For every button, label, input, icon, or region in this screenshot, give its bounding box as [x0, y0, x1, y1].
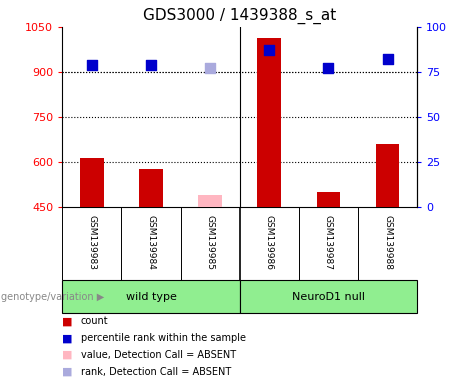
- Text: count: count: [81, 316, 108, 326]
- Text: rank, Detection Call = ABSENT: rank, Detection Call = ABSENT: [81, 367, 231, 377]
- Text: ■: ■: [62, 367, 73, 377]
- Text: GSM139983: GSM139983: [87, 215, 96, 270]
- Bar: [240, 280, 417, 313]
- Text: NeuroD1 null: NeuroD1 null: [292, 291, 365, 302]
- Text: GSM139988: GSM139988: [383, 215, 392, 270]
- Text: ■: ■: [62, 350, 73, 360]
- Point: [384, 56, 391, 63]
- Text: wild type: wild type: [125, 291, 177, 302]
- Bar: [62, 280, 240, 313]
- Bar: [376, 144, 399, 207]
- Text: GSM139984: GSM139984: [147, 215, 155, 270]
- Text: genotype/variation ▶: genotype/variation ▶: [1, 291, 104, 302]
- Text: value, Detection Call = ABSENT: value, Detection Call = ABSENT: [81, 350, 236, 360]
- Point: [207, 65, 214, 71]
- Text: GSM139985: GSM139985: [206, 215, 215, 270]
- Text: GSM139986: GSM139986: [265, 215, 274, 270]
- Text: ■: ■: [62, 316, 73, 326]
- Bar: [257, 38, 281, 207]
- Title: GDS3000 / 1439388_s_at: GDS3000 / 1439388_s_at: [143, 8, 337, 24]
- Text: percentile rank within the sample: percentile rank within the sample: [81, 333, 246, 343]
- Point: [148, 62, 155, 68]
- Bar: [139, 169, 163, 207]
- Text: ■: ■: [62, 333, 73, 343]
- Bar: [198, 195, 222, 207]
- Bar: [80, 158, 104, 207]
- Point: [266, 47, 273, 53]
- Text: GSM139987: GSM139987: [324, 215, 333, 270]
- Point: [88, 62, 95, 68]
- Bar: [317, 192, 340, 207]
- Point: [325, 65, 332, 71]
